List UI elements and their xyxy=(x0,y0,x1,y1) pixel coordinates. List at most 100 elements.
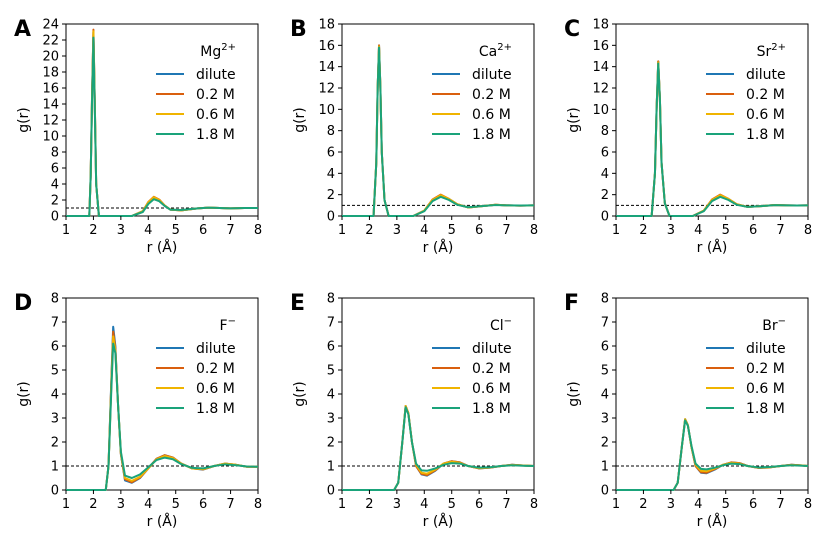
x-axis-label: r (Å) xyxy=(423,513,454,530)
legend-entry: dilute xyxy=(746,67,786,83)
y-tick-label: 16 xyxy=(42,82,59,97)
y-tick-label: 0 xyxy=(327,210,335,225)
x-tick-label: 5 xyxy=(172,223,180,238)
legend-entry: 1.8 M xyxy=(196,127,235,143)
legend-entry: 0.2 M xyxy=(746,361,785,377)
legend-entry: dilute xyxy=(472,341,512,357)
y-tick-label: 12 xyxy=(42,114,59,129)
y-tick-label: 10 xyxy=(318,103,335,118)
y-tick-label: 6 xyxy=(327,146,335,161)
x-tick-label: 6 xyxy=(475,223,483,238)
legend-entry: 0.2 M xyxy=(472,87,511,103)
x-tick-label: 6 xyxy=(199,497,207,512)
series-line-0-2-m xyxy=(616,418,809,491)
series-line-dilute xyxy=(342,405,535,491)
y-tick-label: 0 xyxy=(327,484,335,499)
y-tick-label: 18 xyxy=(318,18,335,33)
x-tick-label: 6 xyxy=(475,497,483,512)
y-tick-label: 6 xyxy=(51,340,59,355)
legend-entry: 0.6 M xyxy=(472,107,511,123)
ion-title: Sr2+ xyxy=(757,42,786,60)
series-line-1-8-m xyxy=(342,46,535,217)
x-tick-label: 3 xyxy=(117,223,125,238)
legend-entry: dilute xyxy=(746,341,786,357)
legend-entry: 0.2 M xyxy=(746,87,785,103)
y-tick-label: 1 xyxy=(327,460,335,475)
x-axis-label: r (Å) xyxy=(147,239,178,256)
series-line-1-8-m xyxy=(616,419,809,491)
y-tick-label: 6 xyxy=(601,340,609,355)
y-tick-label: 5 xyxy=(327,364,335,379)
x-tick-label: 2 xyxy=(639,497,647,512)
x-tick-label: 8 xyxy=(530,223,538,238)
panel-letter: D xyxy=(14,291,32,316)
legend-entry: 0.6 M xyxy=(746,381,785,397)
x-tick-label: 3 xyxy=(117,497,125,512)
y-axis-label: g(r) xyxy=(566,107,582,133)
y-tick-label: 8 xyxy=(601,292,609,307)
panel-letter: C xyxy=(564,17,580,42)
x-tick-label: 4 xyxy=(420,497,428,512)
y-axis-label: g(r) xyxy=(292,107,308,133)
y-tick-label: 1 xyxy=(51,460,59,475)
plot-frame xyxy=(615,23,809,217)
series-line-1-8-m xyxy=(66,342,259,491)
x-tick-label: 4 xyxy=(694,497,702,512)
y-tick-label: 16 xyxy=(318,39,335,54)
x-axis-label: r (Å) xyxy=(697,239,728,256)
y-tick-label: 5 xyxy=(51,364,59,379)
x-tick-label: 5 xyxy=(722,497,730,512)
panel-letter: E xyxy=(290,291,305,316)
legend-entry: 0.2 M xyxy=(196,361,235,377)
legend-entry: 1.8 M xyxy=(472,401,511,417)
x-tick-label: 1 xyxy=(62,497,70,512)
series-line-1-8-m xyxy=(616,62,809,217)
ion-charge: 2+ xyxy=(771,42,786,53)
x-tick-label: 7 xyxy=(502,223,510,238)
series-line-1-8-m xyxy=(342,406,535,491)
panel-letter: A xyxy=(14,17,31,42)
y-tick-label: 7 xyxy=(327,316,335,331)
x-tick-label: 2 xyxy=(89,223,97,238)
y-tick-label: 2 xyxy=(601,188,609,203)
series-line-0-2-m xyxy=(342,405,535,491)
y-tick-label: 3 xyxy=(601,412,609,427)
ion-symbol: F xyxy=(220,318,228,334)
y-tick-label: 0 xyxy=(601,210,609,225)
legend-entry: 0.6 M xyxy=(472,381,511,397)
y-tick-label: 2 xyxy=(327,436,335,451)
series-line-1-8-m xyxy=(66,36,258,217)
y-tick-label: 16 xyxy=(592,39,609,54)
x-tick-label: 4 xyxy=(144,497,152,512)
x-axis-label: r (Å) xyxy=(147,513,178,530)
ion-charge: 2+ xyxy=(221,42,236,53)
x-tick-label: 8 xyxy=(254,223,262,238)
ion-title: Ca2+ xyxy=(479,42,512,60)
x-tick-label: 6 xyxy=(749,223,757,238)
y-tick-label: 8 xyxy=(51,146,59,161)
x-tick-label: 1 xyxy=(338,497,346,512)
legend-entry: 1.8 M xyxy=(746,401,785,417)
y-tick-label: 0 xyxy=(601,484,609,499)
legend-entry: 1.8 M xyxy=(472,127,511,143)
ion-symbol: Cl xyxy=(490,318,504,334)
ion-title: Mg2+ xyxy=(200,42,236,60)
ion-title: F− xyxy=(220,316,236,334)
legend-entry: dilute xyxy=(196,341,236,357)
legend-entry: 0.2 M xyxy=(196,87,235,103)
x-tick-label: 4 xyxy=(144,223,152,238)
y-tick-label: 0 xyxy=(51,210,59,225)
y-tick-label: 10 xyxy=(42,130,59,145)
ion-charge: − xyxy=(228,316,236,327)
ion-symbol: Mg xyxy=(200,44,221,60)
x-tick-label: 2 xyxy=(365,223,373,238)
ion-title: Cl− xyxy=(490,316,512,334)
x-tick-label: 6 xyxy=(199,223,207,238)
panel-letter: B xyxy=(290,17,307,42)
legend-entry: 0.2 M xyxy=(472,361,511,377)
x-tick-label: 1 xyxy=(338,223,346,238)
y-tick-label: 10 xyxy=(592,103,609,118)
y-tick-label: 12 xyxy=(318,82,335,97)
